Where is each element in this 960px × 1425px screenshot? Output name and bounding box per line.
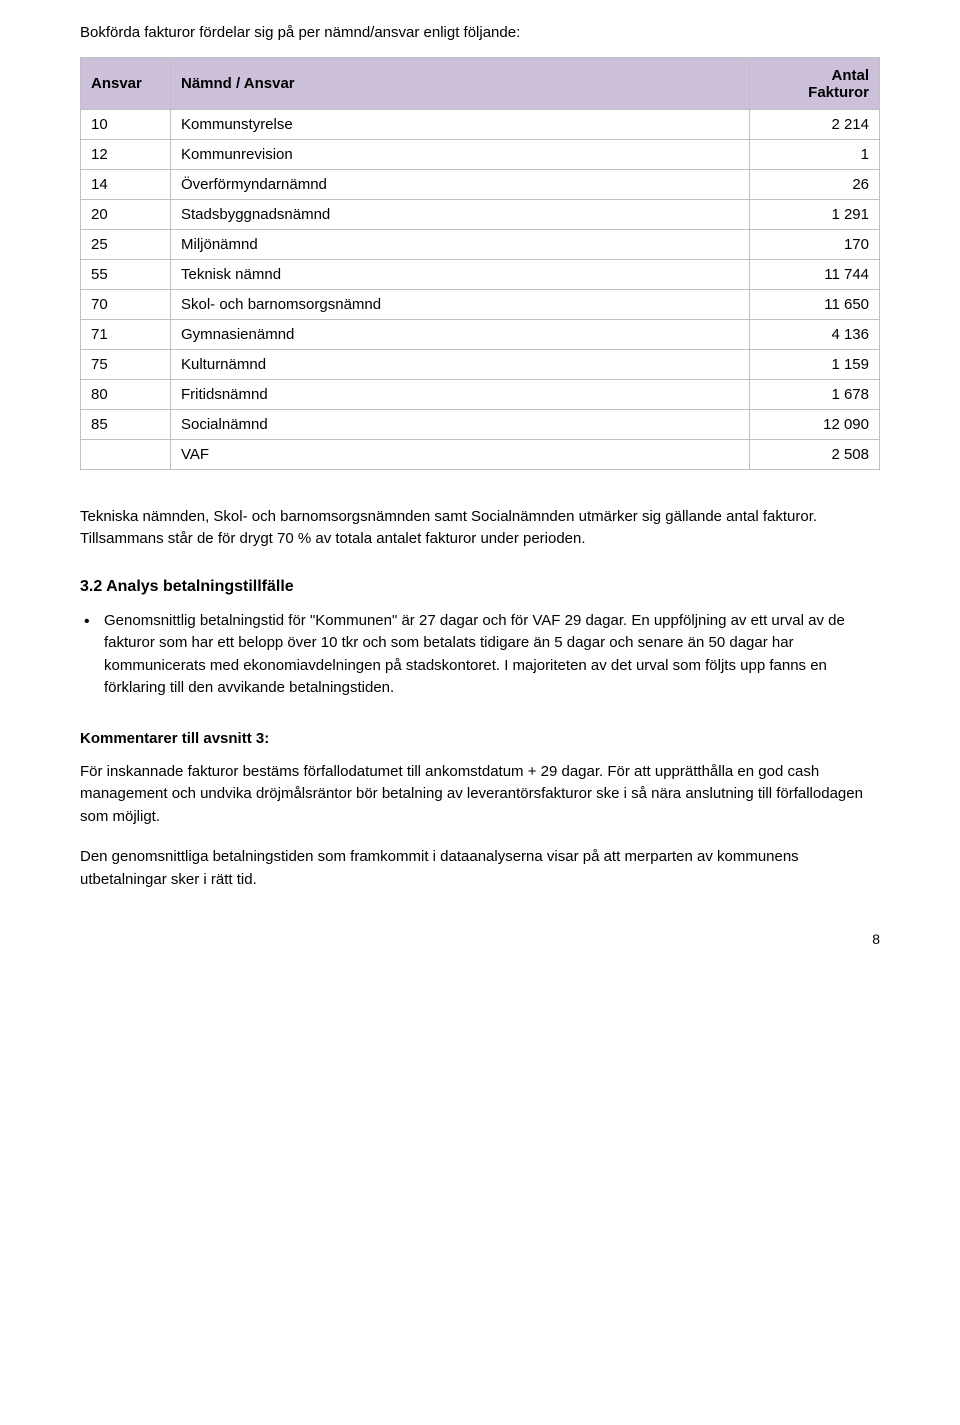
paragraph-1: För inskannade fakturor bestäms förfallo… [80, 761, 880, 829]
intro-text: Bokförda fakturor fördelar sig på per nä… [80, 24, 880, 41]
cell-ansvar: 10 [81, 110, 171, 140]
cell-ansvar: 55 [81, 260, 171, 290]
cell-antal: 1 291 [750, 200, 880, 230]
table-row: VAF 2 508 [81, 440, 880, 470]
page-number: 8 [80, 931, 880, 947]
table-row: 14 Överförmyndarnämnd 26 [81, 170, 880, 200]
cell-namnd: Kommunstyrelse [171, 110, 750, 140]
cell-namnd: Stadsbyggnadsnämnd [171, 200, 750, 230]
cell-namnd: VAF [171, 440, 750, 470]
table-row: 75 Kulturnämnd 1 159 [81, 350, 880, 380]
cell-namnd: Teknisk nämnd [171, 260, 750, 290]
cell-antal: 2 214 [750, 110, 880, 140]
cell-namnd: Gymnasienämnd [171, 320, 750, 350]
cell-antal: 1 159 [750, 350, 880, 380]
cell-antal: 4 136 [750, 320, 880, 350]
header-namnd: Nämnd / Ansvar [171, 58, 750, 110]
cell-namnd: Miljönämnd [171, 230, 750, 260]
table-row: 10 Kommunstyrelse 2 214 [81, 110, 880, 140]
table-row: 85 Socialnämnd 12 090 [81, 410, 880, 440]
cell-namnd: Skol- och barnomsorgsnämnd [171, 290, 750, 320]
cell-ansvar: 71 [81, 320, 171, 350]
paragraph-2: Den genomsnittliga betalningstiden som f… [80, 846, 880, 891]
section-heading: 3.2 Analys betalningstillfälle [80, 578, 880, 596]
cell-antal: 11 650 [750, 290, 880, 320]
cell-antal: 1 678 [750, 380, 880, 410]
cell-namnd: Överförmyndarnämnd [171, 170, 750, 200]
cell-antal: 11 744 [750, 260, 880, 290]
header-line1: Antal [832, 67, 870, 84]
table-row: 55 Teknisk nämnd 11 744 [81, 260, 880, 290]
bullet-item: Genomsnittlig betalningstid för "Kommune… [80, 610, 880, 700]
summary-text: Tekniska nämnden, Skol- och barnomsorgsn… [80, 506, 880, 550]
table-row: 71 Gymnasienämnd 4 136 [81, 320, 880, 350]
cell-namnd: Kommunrevision [171, 140, 750, 170]
comments-heading: Kommentarer till avsnitt 3: [80, 730, 880, 747]
cell-namnd: Kulturnämnd [171, 350, 750, 380]
table-row: 80 Fritidsnämnd 1 678 [81, 380, 880, 410]
cell-ansvar: 85 [81, 410, 171, 440]
table-row: 20 Stadsbyggnadsnämnd 1 291 [81, 200, 880, 230]
header-ansvar: Ansvar [81, 58, 171, 110]
cell-antal: 26 [750, 170, 880, 200]
invoice-table: Ansvar Nämnd / Ansvar Antal Fakturor 10 … [80, 57, 880, 470]
cell-namnd: Socialnämnd [171, 410, 750, 440]
cell-ansvar: 14 [81, 170, 171, 200]
cell-ansvar: 12 [81, 140, 171, 170]
cell-antal: 1 [750, 140, 880, 170]
cell-namnd: Fritidsnämnd [171, 380, 750, 410]
cell-ansvar: 70 [81, 290, 171, 320]
cell-ansvar [81, 440, 171, 470]
cell-ansvar: 20 [81, 200, 171, 230]
cell-antal: 12 090 [750, 410, 880, 440]
table-header-row: Ansvar Nämnd / Ansvar Antal Fakturor [81, 58, 880, 110]
header-line2: Fakturor [808, 84, 869, 101]
table-row: 25 Miljönämnd 170 [81, 230, 880, 260]
header-antal-fakturor: Antal Fakturor [750, 58, 880, 110]
cell-ansvar: 80 [81, 380, 171, 410]
table-row: 12 Kommunrevision 1 [81, 140, 880, 170]
table-row: 70 Skol- och barnomsorgsnämnd 11 650 [81, 290, 880, 320]
bullet-list: Genomsnittlig betalningstid för "Kommune… [80, 610, 880, 700]
cell-antal: 170 [750, 230, 880, 260]
cell-antal: 2 508 [750, 440, 880, 470]
cell-ansvar: 75 [81, 350, 171, 380]
cell-ansvar: 25 [81, 230, 171, 260]
